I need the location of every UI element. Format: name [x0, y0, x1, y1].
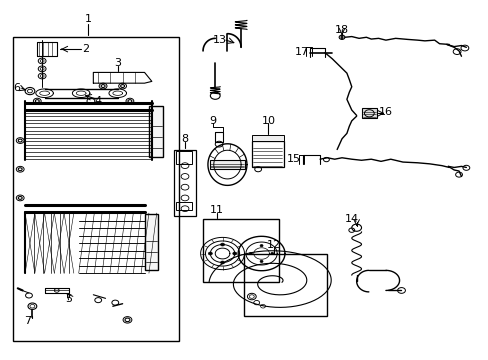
- Text: 1: 1: [85, 14, 92, 24]
- Text: 2: 2: [82, 44, 89, 54]
- Text: 10: 10: [262, 116, 275, 126]
- Text: 14: 14: [344, 215, 358, 224]
- Bar: [144, 214, 158, 270]
- Text: 6: 6: [13, 83, 20, 93]
- Circle shape: [232, 252, 236, 255]
- Text: 9: 9: [209, 116, 216, 126]
- Bar: [251, 135, 283, 140]
- Bar: [176, 151, 191, 164]
- Bar: [251, 140, 283, 167]
- Text: 13: 13: [213, 35, 226, 45]
- Text: 4: 4: [95, 96, 102, 106]
- Circle shape: [270, 252, 273, 255]
- Circle shape: [208, 252, 212, 255]
- Bar: [173, 149, 195, 216]
- Text: 15: 15: [286, 154, 301, 164]
- Text: 11: 11: [209, 206, 223, 216]
- Circle shape: [220, 243, 224, 246]
- Text: 12: 12: [266, 240, 280, 250]
- Bar: [176, 202, 191, 211]
- Bar: [149, 107, 163, 157]
- Bar: [244, 253, 327, 316]
- Circle shape: [260, 260, 263, 262]
- Text: 8: 8: [181, 134, 188, 144]
- Text: 5: 5: [65, 294, 72, 304]
- Text: 7: 7: [24, 316, 31, 325]
- Bar: [203, 220, 278, 282]
- Text: 16: 16: [378, 107, 392, 117]
- Circle shape: [249, 252, 252, 255]
- Text: 3: 3: [114, 58, 121, 68]
- Bar: [361, 108, 376, 118]
- Bar: [210, 160, 244, 169]
- Circle shape: [220, 261, 224, 264]
- Bar: [13, 37, 178, 341]
- Circle shape: [260, 244, 263, 247]
- Text: 17: 17: [294, 46, 308, 57]
- Circle shape: [338, 35, 344, 40]
- Text: 18: 18: [334, 25, 348, 35]
